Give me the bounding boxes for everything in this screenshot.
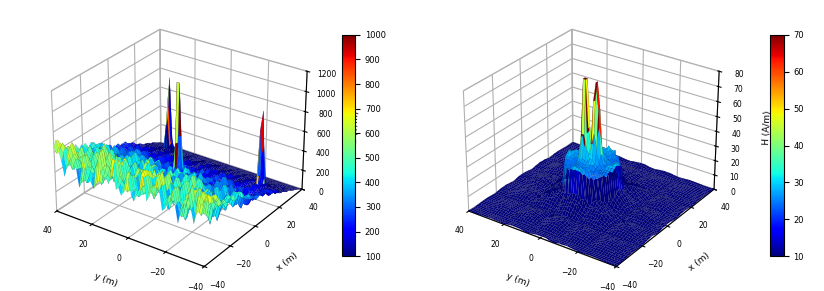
Y-axis label: x (m): x (m) xyxy=(686,251,711,273)
Y-axis label: x (m): x (m) xyxy=(274,251,299,273)
X-axis label: y (m): y (m) xyxy=(92,271,118,288)
X-axis label: y (m): y (m) xyxy=(504,271,530,288)
